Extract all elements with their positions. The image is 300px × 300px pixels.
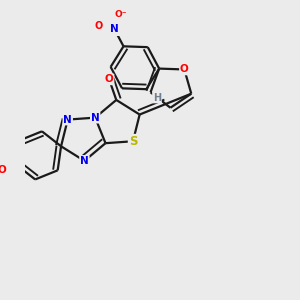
Text: H: H — [153, 93, 161, 103]
Text: O⁻: O⁻ — [114, 10, 127, 19]
Text: O: O — [105, 74, 113, 84]
Text: N: N — [91, 113, 100, 123]
Text: O: O — [0, 165, 6, 176]
Text: O: O — [95, 21, 103, 31]
Text: N: N — [80, 156, 89, 166]
Text: S: S — [129, 135, 137, 148]
Text: O: O — [180, 64, 189, 74]
Text: N: N — [110, 24, 119, 34]
Text: N: N — [63, 115, 72, 124]
